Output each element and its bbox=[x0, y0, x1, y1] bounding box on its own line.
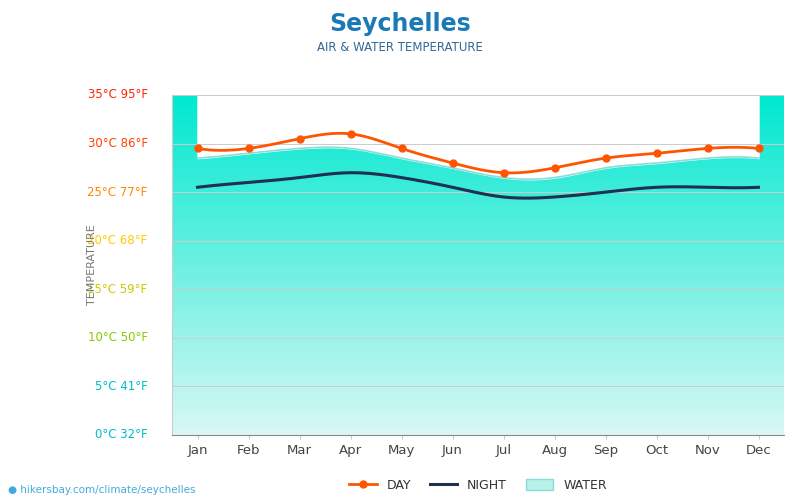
Text: TEMPERATURE: TEMPERATURE bbox=[87, 224, 98, 306]
Text: ● hikersbay.com/climate/seychelles: ● hikersbay.com/climate/seychelles bbox=[8, 485, 195, 495]
Text: 5°C 41°F: 5°C 41°F bbox=[94, 380, 147, 393]
Text: 20°C 68°F: 20°C 68°F bbox=[87, 234, 147, 247]
Text: 25°C 77°F: 25°C 77°F bbox=[87, 186, 147, 198]
Text: 15°C 59°F: 15°C 59°F bbox=[87, 283, 147, 296]
Text: 35°C 95°F: 35°C 95°F bbox=[87, 88, 147, 102]
Text: AIR & WATER TEMPERATURE: AIR & WATER TEMPERATURE bbox=[317, 41, 483, 54]
Legend: DAY, NIGHT, WATER: DAY, NIGHT, WATER bbox=[344, 474, 612, 497]
Text: 10°C 50°F: 10°C 50°F bbox=[87, 332, 147, 344]
Text: Seychelles: Seychelles bbox=[329, 12, 471, 36]
Text: 0°C 32°F: 0°C 32°F bbox=[95, 428, 147, 442]
Text: 30°C 86°F: 30°C 86°F bbox=[87, 137, 147, 150]
